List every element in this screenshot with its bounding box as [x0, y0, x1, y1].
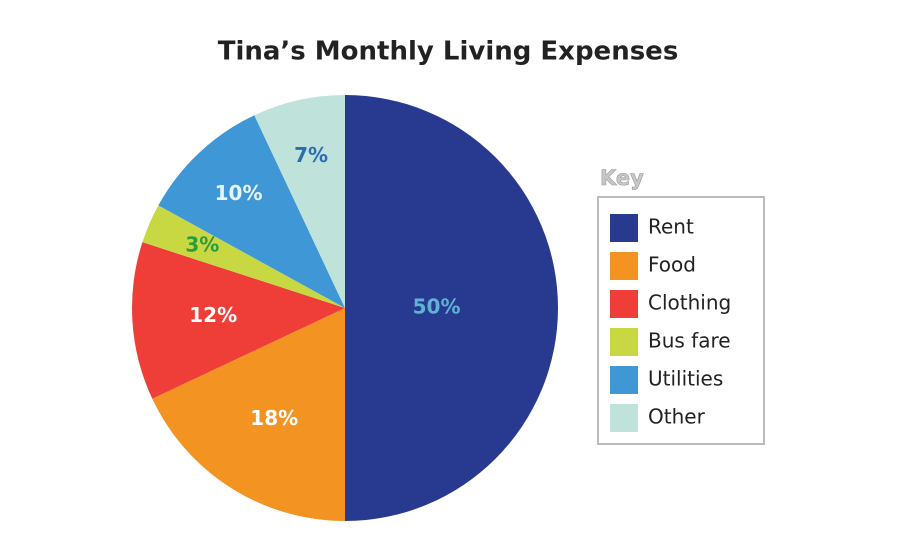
legend-swatch [610, 252, 638, 280]
legend-label: Utilities [648, 367, 723, 391]
legend-swatch [610, 214, 638, 242]
slice-label: 12% [189, 303, 237, 327]
pie-slice [345, 95, 558, 521]
slice-label: 18% [250, 406, 298, 430]
legend-label: Food [648, 253, 696, 277]
pie-slice [158, 115, 345, 308]
pie-slice [142, 205, 345, 308]
pie-slice [132, 242, 345, 399]
pie-slice [152, 308, 345, 521]
legend-title: Key [600, 166, 644, 190]
legend-label: Bus fare [648, 329, 731, 353]
slice-label: 3% [185, 233, 219, 257]
legend-swatch [610, 328, 638, 356]
slice-label: 10% [215, 181, 263, 205]
slice-label: 7% [294, 143, 328, 167]
pie-slice [254, 95, 345, 308]
slice-label: 50% [413, 295, 461, 319]
legend-swatch [610, 404, 638, 432]
legend-label: Clothing [648, 291, 731, 315]
chart-title: Tina’s Monthly Living Expenses [218, 37, 679, 67]
legend-swatch [610, 290, 638, 318]
legend-swatch [610, 366, 638, 394]
legend-label: Rent [648, 215, 694, 239]
legend-label: Other [648, 405, 706, 429]
